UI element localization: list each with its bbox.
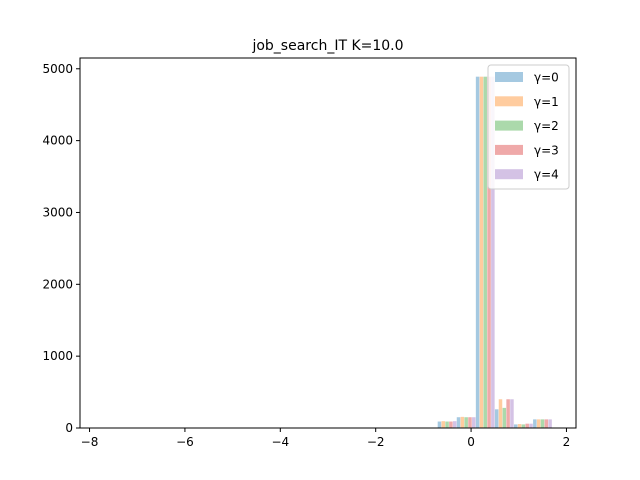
histogram-bar (548, 419, 552, 428)
histogram-bar (491, 76, 495, 428)
histogram-bar (464, 417, 468, 428)
legend-swatch (495, 96, 523, 107)
histogram-bar (475, 76, 480, 428)
y-tick-label: 1000 (42, 349, 73, 363)
histogram-bar (506, 399, 510, 428)
histogram-bar (437, 421, 442, 428)
histogram-bar (460, 416, 465, 428)
legend-swatch (495, 120, 523, 131)
legend-box (487, 64, 570, 190)
x-tick-label: −4 (271, 435, 289, 449)
y-tick-label: 0 (65, 421, 73, 435)
histogram-bar (472, 417, 476, 428)
legend-swatch (495, 169, 523, 180)
legend-label: γ=1 (534, 95, 559, 109)
histogram-bar (468, 417, 472, 428)
histogram-bar (533, 419, 537, 428)
bars-group (437, 76, 552, 428)
histogram-bar (498, 399, 503, 428)
legend-label: γ=2 (534, 119, 559, 133)
y-axis: 0 1000 2000 3000 4000 5000 (42, 62, 80, 435)
x-tick-label: −2 (367, 435, 385, 449)
legend-label: γ=3 (534, 143, 559, 157)
histogram-bar (536, 419, 541, 428)
histogram-bar (494, 409, 499, 428)
histogram-bar (517, 424, 522, 428)
histogram-bar (514, 424, 518, 428)
histogram-bar (441, 421, 446, 428)
legend-swatch (495, 144, 523, 155)
histogram-bar (456, 417, 461, 428)
x-axis: −8 −6 −4 −2 0 2 (81, 428, 571, 449)
x-tick-label: −6 (176, 435, 194, 449)
histogram-bar (445, 421, 449, 428)
histogram-bar (529, 423, 533, 428)
axes-frame (79, 57, 577, 429)
y-tick-label: 4000 (42, 134, 73, 148)
histogram-bar (521, 424, 526, 428)
legend-label: γ=0 (534, 71, 559, 85)
histogram-bar (479, 76, 484, 428)
histogram-bar (540, 419, 545, 428)
legend-label: γ=4 (534, 168, 559, 182)
histogram-bar (483, 76, 487, 428)
x-tick-label: −8 (81, 435, 99, 449)
histogram-bar (525, 423, 529, 428)
chart-title: job_search_IT K=10.0 (251, 38, 403, 54)
legend: γ=0 γ=1 γ=2 γ=3 γ=4 (487, 64, 570, 190)
y-tick-label: 3000 (42, 205, 73, 219)
x-tick-label: 0 (467, 435, 475, 449)
histogram-bar (510, 399, 514, 428)
histogram-bar (502, 407, 507, 428)
y-tick-label: 2000 (42, 277, 73, 291)
y-tick-label: 5000 (42, 62, 73, 76)
histogram-bar (449, 421, 453, 428)
histogram-bar (544, 419, 549, 428)
legend-swatch (495, 72, 523, 82)
histogram-bar (452, 421, 457, 428)
x-tick-label: 2 (563, 435, 571, 449)
histogram-bar (487, 76, 491, 428)
